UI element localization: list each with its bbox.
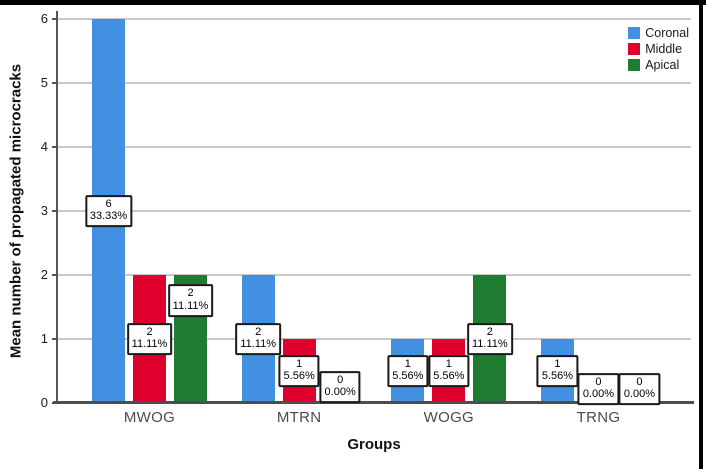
y-tick-label: 1 bbox=[40, 331, 48, 346]
bar-group-wogg: 1 5.56% 1 5.56% 2 11.11% bbox=[387, 19, 513, 403]
legend-item-coronal: Coronal bbox=[628, 26, 689, 40]
plot-area: 6 33.33% 2 11.11% 2 11.11% 2 11.11% 1 5.56% 0 0.00%… bbox=[52, 11, 691, 406]
bar-label-middle-mtrn: 1 5.56% bbox=[278, 354, 320, 388]
frame-top-border bbox=[0, 0, 706, 5]
y-tick-mark bbox=[52, 274, 56, 276]
bar-label-middle-mwog: 2 11.11% bbox=[126, 322, 173, 356]
y-tick-label: 3 bbox=[40, 203, 48, 218]
bar-label-percent: 11.11% bbox=[172, 300, 209, 313]
legend-label: Coronal bbox=[645, 26, 689, 40]
bar-label-count: 0 bbox=[636, 375, 643, 388]
bars-layer: 6 33.33% 2 11.11% 2 11.11% 2 11.11% 1 5.56% 0 0.00%… bbox=[57, 19, 691, 406]
bar-label-count: 2 bbox=[187, 287, 194, 300]
bar-label-count: 2 bbox=[255, 325, 262, 338]
bar-label-coronal-mwog: 6 33.33% bbox=[84, 194, 133, 228]
bar-label-percent: 0.00% bbox=[324, 386, 356, 399]
legend-item-middle: Middle bbox=[628, 42, 689, 56]
y-tick-label: 5 bbox=[40, 75, 48, 90]
bar-label-coronal-wogg: 1 5.56% bbox=[387, 354, 429, 388]
frame-right-border bbox=[699, 0, 703, 469]
y-tick-mark bbox=[52, 146, 56, 148]
y-tick-mark bbox=[52, 210, 56, 212]
y-tick-label: 6 bbox=[40, 11, 48, 26]
bar-label-percent: 5.56% bbox=[541, 370, 574, 383]
bar-label-percent: 11.11% bbox=[471, 338, 508, 351]
bar-label-count: 2 bbox=[146, 325, 153, 338]
bar-label-percent: 0.00% bbox=[623, 388, 656, 401]
x-axis-line bbox=[53, 401, 694, 404]
legend-label: Middle bbox=[645, 42, 683, 56]
gridline bbox=[57, 338, 691, 340]
bar-label-apical-wogg: 2 11.11% bbox=[466, 322, 513, 356]
bar-label-count: 1 bbox=[445, 357, 452, 370]
gridline bbox=[57, 274, 691, 276]
bar-label-count: 2 bbox=[486, 325, 493, 338]
bar-label-count: 1 bbox=[554, 357, 561, 370]
bar-label-apical-trng: 0 0.00% bbox=[618, 372, 661, 406]
bar-label-percent: 5.56% bbox=[433, 370, 465, 383]
x-tick-label-trng: TRNG bbox=[576, 409, 621, 426]
y-tick-label: 2 bbox=[40, 267, 48, 282]
y-axis-line bbox=[56, 11, 58, 403]
gridline bbox=[57, 18, 691, 20]
bar-label-count: 6 bbox=[105, 197, 112, 210]
y-tick-label: 0 bbox=[40, 395, 48, 410]
legend-item-apical: Apical bbox=[628, 58, 689, 72]
bar-label-percent: 33.33% bbox=[89, 210, 128, 223]
bar-label-percent: 0.00% bbox=[582, 388, 615, 401]
x-tick-label-mtrn: MTRN bbox=[276, 409, 322, 426]
y-tick-mark bbox=[52, 338, 56, 340]
bar-label-count: 0 bbox=[595, 375, 602, 388]
bar-label-apical-mwog: 2 11.11% bbox=[167, 284, 214, 317]
x-tick-label-wogg: WOGG bbox=[423, 409, 475, 426]
legend-swatch-apical bbox=[628, 59, 641, 71]
bar-group-trng: 1 5.56% 0 0.00% 0 0.00% bbox=[536, 19, 661, 406]
bar-label-coronal-mtrn: 2 11.11% bbox=[235, 322, 281, 356]
y-tick-label: 4 bbox=[40, 139, 48, 154]
bar-group-mtrn: 2 11.11% 1 5.56% 0 0.00% bbox=[235, 19, 361, 404]
bar-label-coronal-trng: 1 5.56% bbox=[536, 354, 579, 388]
bar-label-count: 1 bbox=[404, 357, 411, 370]
gridline bbox=[57, 82, 691, 84]
bar-label-percent: 5.56% bbox=[283, 370, 315, 383]
bar-label-middle-trng: 0 0.00% bbox=[577, 372, 620, 406]
bar-label-count: 1 bbox=[296, 357, 303, 370]
bar-label-middle-wogg: 1 5.56% bbox=[428, 354, 470, 388]
gridline bbox=[57, 210, 691, 212]
bar-label-count: 0 bbox=[337, 373, 344, 386]
legend-swatch-coronal bbox=[628, 27, 641, 39]
y-tick-mark bbox=[52, 18, 56, 20]
y-tick-mark bbox=[52, 82, 56, 84]
gridline bbox=[57, 146, 691, 148]
bar-label-percent: 11.11% bbox=[240, 338, 276, 351]
x-tick-label-mwog: MWOG bbox=[123, 409, 176, 426]
bar-label-apical-mtrn: 0 0.00% bbox=[319, 370, 361, 404]
bar-label-percent: 11.11% bbox=[131, 338, 168, 351]
legend-label: Apical bbox=[645, 58, 680, 72]
x-axis-title: Groups bbox=[347, 436, 401, 453]
legend: Coronal Middle Apical bbox=[628, 26, 689, 72]
legend-swatch-middle bbox=[628, 43, 641, 55]
bar-group-mwog: 6 33.33% 2 11.11% 2 11.11% bbox=[84, 19, 214, 403]
bar-label-percent: 5.56% bbox=[392, 370, 424, 383]
